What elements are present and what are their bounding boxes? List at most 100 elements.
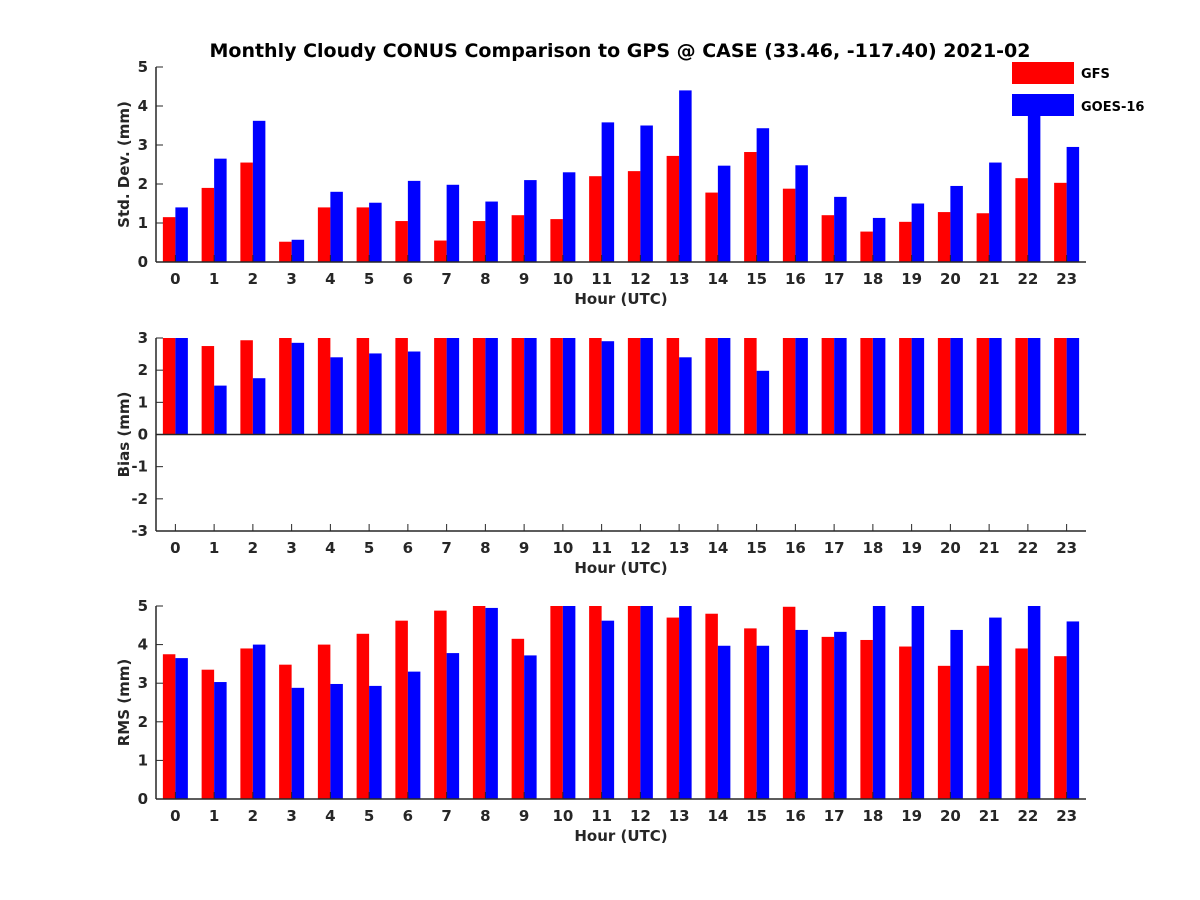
y-axis-label-bias: Bias (mm) (115, 392, 133, 478)
bar-rms-goes16-0 (175, 658, 188, 799)
bar-bias-goes16-0 (175, 338, 188, 435)
bar-rms-gfs-19 (899, 646, 912, 799)
bar-bias-gfs-21 (976, 338, 990, 435)
x-tick-label-bias-3: 3 (286, 539, 296, 557)
x-tick-label-rms-18: 18 (862, 807, 883, 825)
bar-std-dev-gfs-5 (356, 207, 370, 262)
bar-std-dev-gfs-14 (705, 192, 718, 262)
x-axis-label-std-dev: Hour (UTC) (574, 290, 667, 308)
x-tick-label-std-dev-1: 1 (209, 270, 219, 288)
x-tick-label-bias-15: 15 (746, 539, 767, 557)
bar-rms-goes16-13 (679, 606, 692, 799)
x-tick-label-bias-13: 13 (669, 539, 690, 557)
x-tick-label-std-dev-22: 22 (1017, 270, 1038, 288)
bar-bias-goes16-4 (330, 357, 343, 435)
bar-std-dev-gfs-3 (279, 241, 292, 262)
bar-std-dev-gfs-20 (937, 212, 951, 262)
bar-rms-gfs-13 (666, 617, 680, 799)
x-tick-label-std-dev-12: 12 (630, 270, 651, 288)
bar-rms-gfs-1 (201, 669, 215, 799)
x-tick-label-rms-4: 4 (325, 807, 335, 825)
x-tick-label-std-dev-20: 20 (940, 270, 961, 288)
bar-rms-goes16-15 (756, 645, 770, 799)
bar-bias-goes16-7 (446, 338, 460, 435)
bar-bias-gfs-13 (666, 338, 680, 435)
bar-rms-gfs-22 (1015, 648, 1028, 799)
x-tick-label-rms-14: 14 (707, 807, 728, 825)
x-tick-label-std-dev-5: 5 (364, 270, 374, 288)
bar-std-dev-gfs-12 (627, 171, 641, 262)
bar-bias-goes16-18 (872, 338, 886, 435)
legend-swatch-gfs (1012, 62, 1074, 84)
bar-bias-goes16-1 (214, 385, 227, 435)
x-tick-label-std-dev-18: 18 (862, 270, 883, 288)
bar-rms-gfs-2 (240, 648, 253, 799)
y-tick-label-bias--1: -1 (131, 458, 148, 476)
bar-std-dev-goes16-0 (175, 207, 188, 262)
x-tick-label-bias-21: 21 (979, 539, 1000, 557)
bar-rms-gfs-9 (511, 638, 525, 799)
x-tick-label-std-dev-16: 16 (785, 270, 806, 288)
x-tick-label-bias-0: 0 (170, 539, 180, 557)
bar-rms-gfs-21 (976, 665, 990, 799)
bar-std-dev-goes16-3 (291, 239, 305, 262)
x-tick-label-bias-10: 10 (552, 539, 573, 557)
bar-std-dev-goes16-17 (834, 196, 847, 262)
bar-rms-goes16-3 (291, 687, 305, 799)
x-tick-label-rms-1: 1 (209, 807, 219, 825)
x-tick-label-rms-17: 17 (824, 807, 845, 825)
bar-bias-goes16-13 (679, 357, 692, 435)
bar-bias-goes16-17 (834, 338, 847, 435)
bar-std-dev-goes16-1 (214, 158, 227, 262)
y-tick-label-bias--3: -3 (131, 522, 148, 540)
bar-std-dev-goes16-7 (446, 184, 460, 262)
bar-std-dev-gfs-6 (395, 221, 408, 262)
x-tick-label-rms-21: 21 (979, 807, 1000, 825)
bar-std-dev-goes16-18 (872, 217, 886, 262)
y-tick-label-rms-5: 5 (138, 597, 148, 615)
x-tick-label-rms-3: 3 (286, 807, 296, 825)
bar-bias-gfs-7 (434, 338, 447, 435)
x-tick-label-bias-4: 4 (325, 539, 335, 557)
x-tick-label-std-dev-17: 17 (824, 270, 845, 288)
x-tick-label-std-dev-14: 14 (707, 270, 728, 288)
x-tick-label-rms-23: 23 (1056, 807, 1077, 825)
bar-rms-gfs-17 (821, 636, 835, 799)
x-tick-label-std-dev-10: 10 (552, 270, 573, 288)
bar-rms-gfs-3 (279, 664, 292, 799)
x-tick-label-bias-18: 18 (862, 539, 883, 557)
bar-bias-gfs-2 (240, 340, 253, 435)
x-tick-label-std-dev-15: 15 (746, 270, 767, 288)
bar-rms-gfs-18 (860, 639, 873, 799)
x-tick-label-rms-5: 5 (364, 807, 374, 825)
bar-bias-gfs-9 (511, 338, 525, 435)
x-tick-label-rms-12: 12 (630, 807, 651, 825)
bar-bias-goes16-2 (252, 378, 266, 435)
x-tick-label-bias-17: 17 (824, 539, 845, 557)
legend-label-gfs: GFS (1081, 67, 1110, 82)
y-tick-label-std-dev-2: 2 (138, 175, 148, 193)
bar-std-dev-gfs-11 (589, 176, 602, 262)
x-tick-label-bias-19: 19 (901, 539, 922, 557)
x-tick-label-bias-12: 12 (630, 539, 651, 557)
x-tick-label-std-dev-9: 9 (519, 270, 529, 288)
bar-rms-goes16-19 (911, 606, 925, 799)
bar-rms-goes16-1 (214, 682, 227, 799)
bar-rms-gfs-7 (434, 610, 447, 799)
x-tick-label-std-dev-3: 3 (286, 270, 296, 288)
bar-std-dev-goes16-10 (562, 172, 576, 262)
bar-std-dev-goes16-9 (524, 180, 537, 262)
bar-rms-goes16-20 (950, 629, 963, 799)
y-tick-label-bias--2: -2 (131, 490, 148, 508)
x-tick-label-std-dev-6: 6 (403, 270, 413, 288)
bar-std-dev-gfs-23 (1054, 182, 1067, 262)
bar-bias-gfs-14 (705, 338, 718, 435)
bar-bias-gfs-10 (550, 338, 563, 435)
panel-bias: 0 1 2 3 4 5 6 7 8 9 10 11 12 13 14 15 16 17 18 19 20 21 22 23-3… (115, 329, 1086, 577)
x-tick-label-rms-0: 0 (170, 807, 180, 825)
bar-bias-goes16-20 (950, 338, 963, 435)
bar-rms-gfs-15 (744, 628, 757, 799)
bar-std-dev-gfs-9 (511, 215, 525, 262)
bar-std-dev-goes16-5 (369, 202, 382, 262)
